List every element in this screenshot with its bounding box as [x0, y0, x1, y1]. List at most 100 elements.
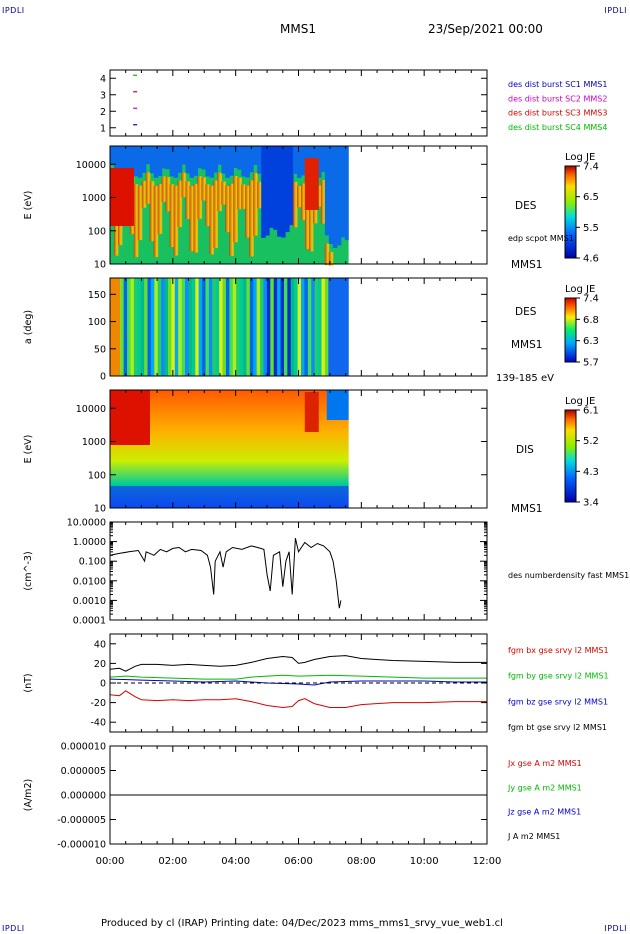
y-tick-label: 3	[100, 90, 106, 101]
spectrogram-stripe	[285, 146, 289, 232]
spectrogram-stripe	[150, 146, 154, 173]
field-series-line	[110, 675, 487, 679]
colorbar-tick-label: 6.5	[583, 192, 599, 203]
y-axis-label: (nT)	[23, 673, 34, 692]
spectrogram-stripe	[150, 181, 154, 241]
series-label: fgm bx gse srvy l2 MMS1	[508, 646, 609, 655]
pitch-stripe	[202, 278, 206, 376]
pitch-stripe	[185, 278, 189, 376]
x-tick-label: 02:00	[158, 856, 187, 867]
spectrogram-stripe	[146, 146, 150, 164]
spectrogram-stripe	[325, 243, 329, 265]
spectrogram-stripe	[257, 146, 261, 174]
pitch-stripe	[294, 278, 298, 376]
spectrogram-stripe	[174, 146, 178, 178]
spectrogram-stripe	[174, 186, 178, 256]
spectrogram-stripe	[253, 146, 257, 165]
field-series-line	[110, 691, 487, 708]
series-label: fgm bz gse srvy l2 MMS1	[508, 697, 608, 706]
no-data-region	[349, 146, 487, 264]
pitch-stripe	[148, 278, 152, 376]
series-label: Jy gse A m2 MMS1	[507, 783, 582, 792]
y-tick-label: 50	[94, 344, 106, 355]
x-tick-label: 00:00	[96, 856, 125, 867]
colorbar-tick-label: 6.8	[583, 315, 599, 326]
spectrogram-stripe	[154, 146, 158, 178]
spectrogram-stripe	[345, 146, 349, 240]
pitch-stripe	[199, 278, 203, 376]
spectrogram-stripe	[329, 146, 333, 244]
y-tick-label: 10000	[76, 160, 106, 171]
pitch-stripe	[236, 278, 240, 376]
y-tick-label: 40	[94, 639, 106, 650]
pitch-stripe	[195, 278, 199, 376]
spectrogram-stripe	[134, 184, 138, 257]
field-series-line	[110, 679, 487, 685]
pitch-stripe	[219, 278, 223, 376]
y-axis-label: a (deg)	[23, 310, 34, 344]
x-tick-label: 06:00	[284, 856, 313, 867]
pitch-stripe	[345, 278, 349, 376]
instrument-label: DES	[515, 306, 537, 318]
spectrogram-stripe	[337, 146, 341, 245]
spectrogram-stripe	[166, 146, 170, 169]
series-label: Jx gse A m2 MMS1	[507, 759, 582, 768]
pitch-stripe	[315, 278, 319, 376]
pitch-stripe	[328, 278, 332, 376]
y-tick-label: 100	[88, 470, 106, 481]
y-tick-label: 0.000005	[61, 766, 106, 777]
legend-entry: des dist burst SC3 MMS3	[508, 109, 607, 118]
spectrogram-stripe	[225, 186, 229, 232]
spectrogram-stripe	[209, 186, 213, 255]
spectrogram-stripe	[142, 146, 146, 173]
spectrogram-stripe	[166, 177, 170, 211]
legend-entry: des dist burst SC2 MMS2	[508, 94, 607, 103]
spectrogram-stripe	[245, 186, 249, 238]
pitch-stripe	[257, 278, 261, 376]
pitch-stripe	[325, 278, 329, 376]
spectrogram-stripe	[249, 146, 253, 172]
corner-label-bottom-left: IPDLI	[2, 924, 25, 933]
pitch-stripe	[291, 278, 295, 376]
spectrogram-stripe	[269, 146, 273, 228]
colorbar	[565, 298, 576, 362]
y-tick-label: 100	[88, 317, 106, 328]
x-tick-label: 08:00	[347, 856, 376, 867]
spectrogram-stripe	[273, 146, 277, 230]
spectrogram-stripe	[229, 184, 233, 256]
y-tick-label: 0.000000	[61, 791, 106, 802]
bottom-label: MMS1	[511, 503, 542, 515]
pitch-stripe	[124, 278, 128, 376]
pitch-stripe	[287, 278, 291, 376]
spectrogram-stripe	[158, 184, 162, 234]
y-axis-label: E (eV)	[23, 435, 34, 464]
colorbar-tick-label: 3.4	[583, 498, 599, 509]
pitch-stripe	[308, 278, 312, 376]
pitch-stripe	[281, 278, 285, 376]
series-label: fgm bt gse srvy l2 MMS1	[508, 723, 607, 732]
spectrogram-stripe	[265, 146, 269, 236]
spectrogram-stripe	[162, 146, 166, 168]
y-tick-label: 2	[100, 107, 106, 118]
spectrogram-stripe	[321, 180, 325, 224]
spectrogram-stripe	[138, 146, 142, 178]
y-tick-label: 150	[88, 290, 106, 301]
pitch-stripe	[120, 278, 124, 376]
pitch-stripe	[229, 278, 233, 376]
plot-area: 1 2 3 4 des dist burst SC1 MMS1 des dist burs…	[0, 0, 630, 900]
colorbar	[565, 410, 576, 502]
spectrogram-stripe	[289, 146, 293, 225]
side-label: edp scpot MMS1	[508, 234, 574, 243]
spectrogram-stripe	[202, 177, 206, 200]
y-tick-label: -40	[90, 718, 106, 729]
spectrogram-stripe	[182, 172, 186, 197]
spectrogram-stripe	[186, 181, 190, 219]
series-label: J A m2 MMS1	[507, 832, 560, 841]
pitch-stripe	[154, 278, 158, 376]
y-tick-label: 100	[88, 226, 106, 237]
spectrogram-stripe	[281, 146, 285, 238]
pitch-stripe	[182, 278, 186, 376]
spectrogram-stripe	[341, 146, 345, 237]
y-tick-label: 1	[100, 123, 106, 134]
side-label: MMS1	[511, 339, 542, 351]
